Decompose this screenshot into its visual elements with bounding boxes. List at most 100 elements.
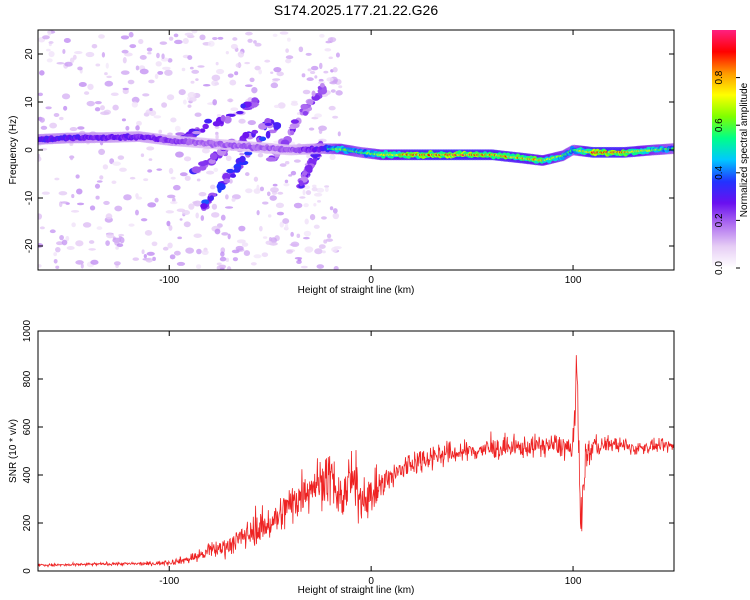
spectrogram-noise-blob (117, 155, 125, 160)
spectrogram-branch-blob (301, 171, 308, 176)
spectrogram-noise-blob (38, 213, 43, 220)
spectrogram-noise-blob (148, 158, 153, 161)
spectrogram-noise-blob (39, 226, 45, 230)
spectrogram-noise-blob (77, 126, 85, 130)
spectrogram-noise-blob (303, 230, 312, 237)
spectrogram-noise-blob (214, 228, 221, 235)
colorbar: 0.0 0.2 0.4 0.6 0.8 Normalized spectral ampl… (712, 30, 750, 275)
spectrogram-noise-blob (269, 195, 277, 201)
spectrogram-noise-blob (244, 61, 251, 65)
snr-x-tick-label: -100 (159, 576, 179, 587)
spectrogram-noise-blob (301, 73, 306, 78)
spectrogram-noise-blob (254, 65, 261, 71)
spectrogram-noise-blob (41, 191, 50, 195)
spectrogram-branch-blob (198, 165, 207, 171)
spectrogram-noise-blob (190, 80, 195, 84)
spectrogram-noise-blob (102, 164, 109, 170)
spectrogram-noise-blob (170, 176, 176, 180)
spectrogram-noise-blob (279, 31, 289, 35)
spectrogram-noise-blob (232, 37, 238, 41)
spectrogram-noise-blob (284, 223, 289, 229)
colorbar-tick-label: 0.8 (714, 70, 725, 84)
spectrogram-noise-blob (135, 193, 139, 199)
spectrogram-noise-blob (325, 40, 332, 44)
spectrogram-branch-blob (230, 173, 237, 178)
spectrogram-noise-blob (98, 34, 105, 39)
spectrogram-noise-blob (80, 263, 84, 269)
spectrogram-y-tick-label: 10 (24, 96, 35, 108)
spectrogram-noise-blob (253, 254, 262, 259)
spectrogram-noise-blob (143, 178, 149, 182)
spectrogram-noise-blob (225, 50, 229, 55)
spectrogram-noise-blob (142, 93, 150, 97)
spectrogram-noise-blob (305, 190, 312, 196)
spectrogram-noise-blob (105, 240, 110, 247)
spectrogram-noise-blob (224, 206, 234, 209)
spectrogram-noise-blob (238, 225, 246, 232)
spectrogram-noise-blob (245, 31, 253, 36)
spectrogram-noise-blob (207, 40, 215, 47)
spectrogram-noise-blob (335, 90, 343, 96)
spectrogram-noise-blob (184, 175, 191, 181)
spectrogram-branch-blob (192, 130, 202, 135)
spectrogram-noise-blob (144, 230, 153, 236)
spectrogram-noise-blob (55, 247, 61, 253)
spectrogram-noise-blob (96, 180, 103, 183)
spectrogram-noise-blob (326, 77, 334, 82)
spectrogram-noise-blob (132, 257, 140, 261)
spectrogram-noise-blob (206, 170, 215, 175)
spectrogram-noise-blob (182, 99, 187, 105)
spectrogram-noise-blob (39, 117, 45, 123)
spectrogram-noise-blob (56, 241, 64, 246)
spectrogram-noise-blob (317, 200, 322, 203)
spectrogram-noise-blob (189, 66, 194, 70)
spectrogram-noise-blob (153, 115, 162, 119)
spectrogram-noise-blob (120, 70, 130, 75)
spectrogram-y-tick-label: 0 (24, 147, 35, 153)
spectrogram-noise-blob (136, 120, 142, 126)
spectrogram-noise-blob (61, 239, 68, 246)
spectrogram-noise-blob (141, 249, 145, 255)
spectrogram-branch-blob (302, 110, 309, 116)
spectrogram-noise-blob (283, 182, 290, 187)
spectrogram-x-tick-label: 0 (368, 275, 374, 286)
spectrogram-noise-blob (89, 205, 96, 211)
spectrogram-noise-blob (319, 62, 323, 70)
spectrogram-noise-blob (189, 96, 197, 102)
spectrogram-noise-blob (300, 265, 308, 269)
spectrogram-branch-blob (251, 129, 259, 134)
spectrogram-noise-blob (235, 245, 244, 251)
colorbar-tick-label: 0.4 (714, 165, 725, 179)
spectrogram-noise-blob (211, 212, 220, 218)
spectrogram-noise-blob (323, 70, 329, 74)
spectrogram-noise-blob (169, 254, 176, 260)
spectrogram-y-axis-label: Frequency (Hz) (8, 116, 19, 185)
colorbar-tick-label: 0.2 (714, 213, 725, 227)
spectrogram-noise-blob (91, 43, 98, 49)
spectrogram-noise-blob (253, 176, 259, 182)
spectrogram-noise-blob (324, 187, 329, 193)
spectrogram-noise-blob (304, 246, 314, 253)
spectrogram-branch-blob (298, 180, 304, 187)
spectrogram-branch-blob (236, 110, 244, 115)
spectrogram-noise-blob (237, 51, 245, 58)
spectrogram-noise-blob (236, 239, 246, 244)
spectrogram-noise-blob (76, 188, 83, 195)
colorbar-ticks: 0.0 0.2 0.4 0.6 0.8 (714, 70, 740, 275)
spectrogram-noise-blob (143, 253, 147, 259)
spectrogram-branch-blob (300, 103, 308, 110)
spectrogram-noise-blob (174, 125, 181, 132)
spectrogram-branch-blob (273, 122, 282, 130)
spectrogram-noise-blob (279, 163, 287, 167)
spectrogram-noise-blob (230, 107, 239, 112)
spectrogram-noise-blob (101, 52, 106, 58)
spectrogram-noise-blob (285, 58, 292, 64)
spectrogram-branch-blob (216, 183, 226, 191)
spectrogram-noise-blob (202, 83, 211, 87)
snr-y-tick-label: 800 (22, 370, 33, 387)
spectrogram-noise-blob (99, 175, 104, 180)
snr-x-tick-label: 0 (368, 576, 374, 587)
snr-y-tick-label: 400 (22, 466, 33, 483)
